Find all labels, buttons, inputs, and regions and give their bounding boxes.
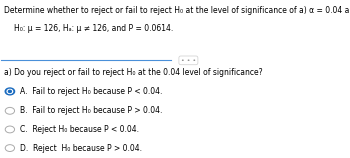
Text: D.  Reject  H₀ because P > 0.04.: D. Reject H₀ because P > 0.04. [20,144,142,153]
Text: Determine whether to reject or fail to reject H₀ at the level of significance of: Determine whether to reject or fail to r… [4,6,350,15]
Circle shape [5,88,15,95]
Text: • • •: • • • [181,58,196,63]
Text: B.  Fail to reject H₀ because P > 0.04.: B. Fail to reject H₀ because P > 0.04. [20,106,162,115]
Text: H₀: μ = 126, Hₐ: μ ≠ 126, and P = 0.0614.: H₀: μ = 126, Hₐ: μ ≠ 126, and P = 0.0614… [14,24,173,33]
Circle shape [7,89,13,93]
Circle shape [8,90,12,92]
Text: C.  Reject H₀ because P < 0.04.: C. Reject H₀ because P < 0.04. [20,125,139,134]
Text: A.  Fail to reject H₀ because P < 0.04.: A. Fail to reject H₀ because P < 0.04. [20,87,162,96]
Text: a) Do you reject or fail to reject H₀ at the 0.04 level of significance?: a) Do you reject or fail to reject H₀ at… [4,68,262,77]
